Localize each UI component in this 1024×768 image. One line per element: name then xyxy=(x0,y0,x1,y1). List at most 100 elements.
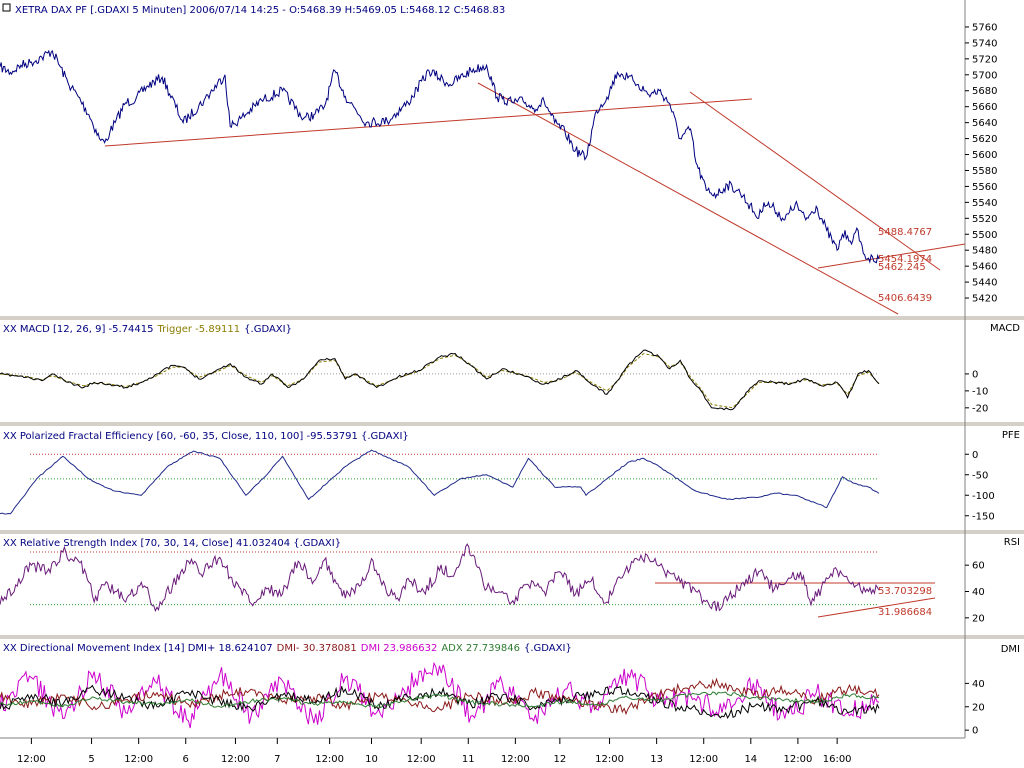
price-axis-tick-label: 5740 xyxy=(972,38,997,49)
dmi-line xyxy=(0,661,880,729)
dmi-plus-line xyxy=(0,684,880,720)
time-axis-label: 14 xyxy=(744,754,757,765)
time-axis-label: 12:00 xyxy=(407,754,436,765)
time-axis-label: 11 xyxy=(462,754,475,765)
panel-separator[interactable] xyxy=(0,316,1024,320)
time-axis-label: 12:00 xyxy=(124,754,153,765)
price-axis-tick-label: 5440 xyxy=(972,278,997,289)
panel-separator[interactable] xyxy=(0,422,1024,426)
pfe-axis-label: PFE xyxy=(1002,430,1020,441)
panel-separator[interactable] xyxy=(0,530,1024,534)
macd-line xyxy=(0,349,880,411)
annotation-label: 5462.245 xyxy=(878,262,926,273)
dmi-title-adx: ADX 27.739846 xyxy=(441,643,520,654)
price-line xyxy=(0,49,880,264)
time-axis-label: 16:00 xyxy=(823,754,852,765)
price-axis-tick-label: 5620 xyxy=(972,134,997,145)
rsi-support-line[interactable] xyxy=(817,597,936,618)
macd-axis-tick-label: -20 xyxy=(972,403,988,414)
macd-trigger-line xyxy=(0,353,880,409)
price-axis-tick-label: 5660 xyxy=(972,102,997,113)
channel-lower-trendline[interactable] xyxy=(477,82,899,315)
price-axis-tick-label: 5600 xyxy=(972,150,997,161)
dmi-title-dmi: DMI 23.986632 xyxy=(361,643,438,654)
time-axis-label: 10 xyxy=(365,754,378,765)
pfe-line xyxy=(0,449,880,515)
time-axis-label: 12:00 xyxy=(689,754,718,765)
macd-title-main: XX MACD [12, 26, 9] -5.74415 xyxy=(3,324,154,335)
price-axis-tick-label: 5580 xyxy=(972,166,997,177)
dmi-axis-label: DMI xyxy=(1001,644,1020,655)
rsi-axis-tick-label: 20 xyxy=(972,613,985,624)
pfe-panel-title: XX Polarized Fractal Efficiency [60, -60… xyxy=(3,431,409,442)
dynamic-series-layer: 5420544054605480550055205540556055805600… xyxy=(0,22,997,765)
pfe-axis-tick-label: -50 xyxy=(972,470,988,481)
rsi-annotation-label: 53.703298 xyxy=(878,586,932,597)
dmi-axis-tick-label: 20 xyxy=(972,702,985,713)
macd-axis-tick-label: -10 xyxy=(972,386,988,397)
price-axis-tick-label: 5760 xyxy=(972,22,997,33)
short-trendline[interactable] xyxy=(817,243,966,269)
dmi-minus-line xyxy=(0,677,880,716)
pfe-axis-tick-label: 0 xyxy=(972,450,978,461)
price-axis-tick-label: 5720 xyxy=(972,54,997,65)
rsi-axis-tick-label: 60 xyxy=(972,561,985,572)
time-axis-label: 12:00 xyxy=(17,754,46,765)
dmi-title-tail: {.GDAXI} xyxy=(524,643,572,654)
rsi-trendlines[interactable] xyxy=(655,582,936,618)
time-axis-label: 12:00 xyxy=(595,754,624,765)
dmi-axis-tick-label: 0 xyxy=(972,726,978,737)
dmi-panel-title: XX Directional Movement Index [14] DMI+ … xyxy=(3,643,572,654)
time-axis-label: 5 xyxy=(88,754,94,765)
price-trendlines[interactable] xyxy=(104,82,966,315)
price-axis-tick-label: 5560 xyxy=(972,182,997,193)
dmi-axis-tick-label: 40 xyxy=(972,679,985,690)
time-axis-label: 7 xyxy=(274,754,280,765)
time-axis-label: 12:00 xyxy=(315,754,344,765)
macd-title-tail: {.GDAXI} xyxy=(244,324,292,335)
rsi-axis-label: RSI xyxy=(1004,537,1020,548)
adx-line xyxy=(0,691,880,709)
price-panel-title: XETRA DAX PF [.GDAXI 5 Minuten] 2006/07/… xyxy=(2,3,505,16)
dmi-title-main: XX Directional Movement Index [14] DMI+ … xyxy=(3,643,273,654)
macd-axis-label: MACD xyxy=(990,323,1020,334)
macd-panel-title: XX MACD [12, 26, 9] -5.74415 Trigger -5.8… xyxy=(3,324,292,335)
annotation-label: 5488.4767 xyxy=(878,227,932,238)
rsi-annotation-label: 31.986684 xyxy=(878,607,932,618)
dmi-title-minus: DMI- 30.378081 xyxy=(277,643,357,654)
panel-separator[interactable] xyxy=(0,635,1024,639)
price-axis-tick-label: 5420 xyxy=(972,294,997,305)
price-axis-tick-label: 5640 xyxy=(972,118,997,129)
price-annotations: 5488.4767 5454.1974 5462.245 5406.6439 xyxy=(878,227,932,304)
channel-upper-trendline[interactable] xyxy=(689,91,941,271)
rsi-line xyxy=(0,543,880,613)
macd-title-trigger: Trigger -5.89111 xyxy=(157,324,241,335)
time-axis-label: 12:00 xyxy=(501,754,530,765)
pfe-axis-tick-label: -100 xyxy=(972,491,995,502)
macd-axis-tick-label: 0 xyxy=(972,369,978,380)
rsi-axis-tick-label: 40 xyxy=(972,587,985,598)
price-axis-tick-label: 5540 xyxy=(972,198,997,209)
annotation-label: 5406.6439 xyxy=(878,293,932,304)
price-axis-tick-label: 5680 xyxy=(972,86,997,97)
price-axis-tick-label: 5700 xyxy=(972,70,997,81)
time-axis-area xyxy=(0,738,1024,768)
time-axis-label: 12:00 xyxy=(221,754,250,765)
price-axis-tick-label: 5480 xyxy=(972,246,997,257)
time-axis-label: 12 xyxy=(553,754,566,765)
price-title-text: XETRA DAX PF [.GDAXI 5 Minuten] 2006/07/… xyxy=(15,5,505,16)
pfe-axis-tick-label: -150 xyxy=(972,511,995,522)
support-trendline[interactable] xyxy=(104,98,753,147)
right-axis-area xyxy=(965,0,1024,768)
price-axis-tick-label: 5500 xyxy=(972,230,997,241)
time-axis-label: 13 xyxy=(650,754,663,765)
rsi-panel-title: XX Relative Strength Index [70, 30, 14, … xyxy=(3,538,341,549)
annotation-label: 5454.1974 xyxy=(878,254,932,265)
panel-handle-icon[interactable] xyxy=(2,3,11,12)
time-axis-label: 12:00 xyxy=(783,754,812,765)
price-axis-tick-label: 5460 xyxy=(972,262,997,273)
price-axis-tick-label: 5520 xyxy=(972,214,997,225)
time-axis-label: 6 xyxy=(183,754,189,765)
